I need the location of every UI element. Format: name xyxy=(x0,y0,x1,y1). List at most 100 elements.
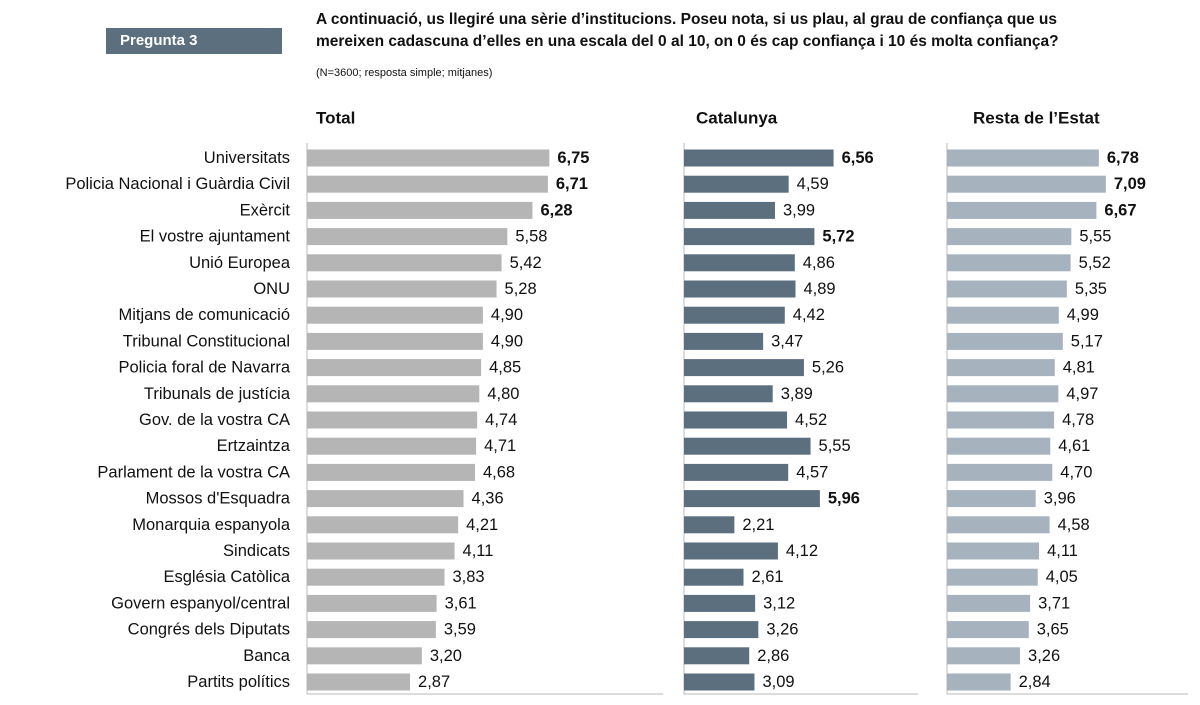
bar xyxy=(684,280,796,298)
data-label: 6,75 xyxy=(557,149,589,167)
data-label: 6,56 xyxy=(842,149,874,167)
bar xyxy=(307,411,478,429)
bar xyxy=(684,542,778,560)
data-label: 4,85 xyxy=(489,359,521,377)
data-label: 5,55 xyxy=(819,437,851,455)
data-label: 4,89 xyxy=(803,280,835,298)
data-label: 4,59 xyxy=(797,175,829,193)
category-label: Sindicats xyxy=(223,542,290,560)
series-title: Resta de l’Estat xyxy=(973,109,1100,128)
data-label: 4,70 xyxy=(1060,463,1092,481)
bar xyxy=(947,647,1021,665)
category-label: Església Catòlica xyxy=(163,568,290,586)
data-label: 4,58 xyxy=(1058,516,1090,534)
data-label: 4,97 xyxy=(1066,385,1098,403)
data-label: 3,99 xyxy=(783,201,815,219)
data-label: 6,67 xyxy=(1104,201,1136,219)
data-label: 4,86 xyxy=(803,254,835,272)
category-label: Policia foral de Navarra xyxy=(119,359,291,377)
data-label: 3,61 xyxy=(445,594,477,612)
data-label: 5,42 xyxy=(510,254,542,272)
bar xyxy=(684,463,789,481)
data-label: 4,12 xyxy=(786,542,818,560)
data-label: 4,71 xyxy=(484,437,516,455)
bar xyxy=(307,647,422,665)
data-label: 3,96 xyxy=(1044,490,1076,508)
category-label: Policia Nacional i Guàrdia Civil xyxy=(65,175,290,193)
bar xyxy=(307,254,502,272)
data-label: 4,90 xyxy=(491,306,523,324)
bar xyxy=(947,411,1055,429)
category-label: Tribunals de justícia xyxy=(144,385,291,403)
bar xyxy=(947,542,1040,560)
bar xyxy=(947,490,1036,508)
data-label: 4,68 xyxy=(483,463,515,481)
data-label: 2,84 xyxy=(1019,673,1051,691)
series-title: Catalunya xyxy=(696,109,778,128)
bar xyxy=(684,332,764,350)
data-label: 3,89 xyxy=(781,385,813,403)
bar xyxy=(684,647,750,665)
data-label: 4,80 xyxy=(487,385,519,403)
data-label: 6,78 xyxy=(1107,149,1139,167)
category-label: ONU xyxy=(253,280,290,298)
category-label: Tribunal Constitucional xyxy=(123,332,290,350)
data-label: 4,52 xyxy=(795,411,827,429)
category-label: Exèrcit xyxy=(240,201,291,219)
bar xyxy=(307,332,483,350)
data-label: 2,61 xyxy=(752,568,784,586)
data-label: 3,09 xyxy=(762,673,794,691)
bar xyxy=(684,673,755,691)
series-title: Total xyxy=(316,109,355,128)
bar xyxy=(307,306,483,324)
bar xyxy=(684,437,811,455)
data-label: 3,26 xyxy=(766,621,798,639)
bar xyxy=(947,385,1059,403)
data-label: 3,26 xyxy=(1028,647,1060,665)
data-label: 2,21 xyxy=(742,516,774,534)
question-badge: Pregunta 3 xyxy=(106,28,282,54)
data-label: 4,42 xyxy=(793,306,825,324)
bar xyxy=(684,568,744,586)
bar xyxy=(684,149,834,167)
bar xyxy=(684,621,759,639)
data-label: 2,86 xyxy=(757,647,789,665)
data-label: 5,72 xyxy=(822,228,854,246)
bar xyxy=(307,673,411,691)
category-label: Govern espanyol/central xyxy=(111,594,290,612)
bar xyxy=(947,673,1011,691)
bar xyxy=(947,516,1050,534)
bar xyxy=(947,254,1071,272)
category-label: Monarquia espanyola xyxy=(132,516,291,534)
bar xyxy=(947,437,1051,455)
bar xyxy=(947,621,1029,639)
bar xyxy=(307,568,445,586)
data-label: 5,58 xyxy=(515,228,547,246)
data-label: 4,21 xyxy=(466,516,498,534)
data-label: 5,52 xyxy=(1079,254,1111,272)
data-label: 4,11 xyxy=(1047,542,1078,560)
data-label: 7,09 xyxy=(1114,175,1146,193)
bar xyxy=(947,175,1106,193)
bar xyxy=(307,228,508,246)
question-line-1: A continuació, us llegiré una sèrie d’in… xyxy=(316,11,1057,28)
data-label: 3,12 xyxy=(763,594,795,612)
category-label: El vostre ajuntament xyxy=(140,228,291,246)
category-label: Congrés dels Diputats xyxy=(128,621,290,639)
category-label: Banca xyxy=(243,647,291,665)
bar xyxy=(684,594,756,612)
data-label: 5,17 xyxy=(1071,332,1103,350)
bar xyxy=(947,568,1038,586)
data-label: 3,59 xyxy=(444,621,476,639)
data-label: 2,87 xyxy=(418,673,450,691)
data-label: 4,81 xyxy=(1063,359,1095,377)
bar xyxy=(307,621,436,639)
category-label: Universitats xyxy=(204,149,290,167)
bar xyxy=(307,542,455,560)
question-text: A continuació, us llegiré una sèrie d’in… xyxy=(316,9,1196,53)
data-label: 4,57 xyxy=(796,463,828,481)
bar xyxy=(307,437,477,455)
question-line-2: mereixen cadascuna d’elles en una escala… xyxy=(316,33,1059,50)
data-label: 4,61 xyxy=(1058,437,1090,455)
